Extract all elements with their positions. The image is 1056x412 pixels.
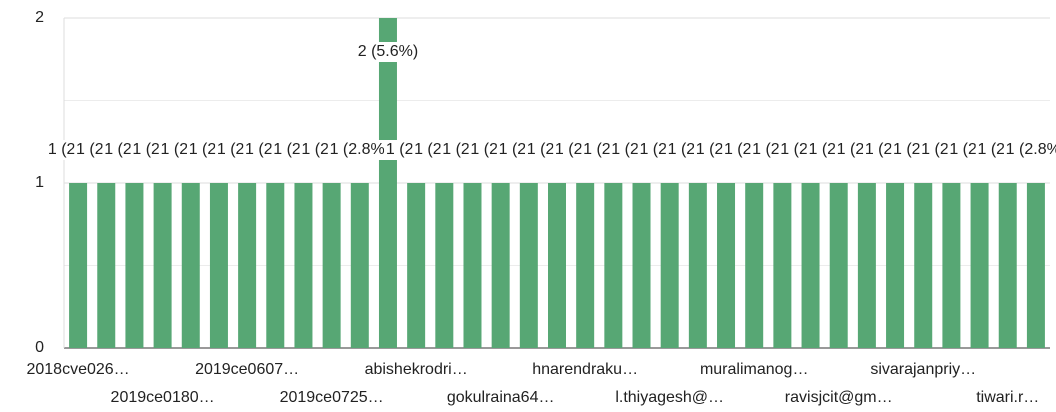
bar — [238, 183, 257, 348]
bar — [322, 183, 341, 348]
bar — [970, 183, 989, 348]
bar — [801, 183, 820, 348]
bar — [857, 183, 876, 348]
bar — [125, 183, 144, 348]
x-tick-label: muralimanog… — [700, 361, 808, 378]
bar — [294, 183, 313, 348]
bar — [717, 183, 736, 348]
data-label: 1 (2.8%) — [1006, 141, 1056, 158]
bar — [773, 183, 792, 348]
bar — [519, 183, 538, 348]
x-tick-label: ravisjcit@gm… — [785, 389, 893, 406]
bar — [181, 183, 200, 348]
bar — [435, 183, 454, 348]
x-tick-label: 2019ce0725… — [280, 389, 384, 406]
bar — [153, 183, 172, 348]
x-tick-label: sivarajanpriy… — [870, 361, 976, 378]
data-label: 2 (5.6%) — [358, 43, 418, 60]
bar — [886, 183, 905, 348]
label-bg — [343, 42, 432, 62]
bar — [378, 18, 397, 348]
bar — [463, 183, 482, 348]
bar — [407, 183, 426, 348]
x-tick-label: hnarendraku… — [532, 361, 638, 378]
x-tick-label: 2019ce0180… — [111, 389, 215, 406]
bar — [69, 183, 88, 348]
bar — [1026, 183, 1045, 348]
bar — [491, 183, 510, 348]
bar — [942, 183, 961, 348]
bar — [97, 183, 116, 348]
bar — [829, 183, 848, 348]
x-tick-label: 2018cve026… — [26, 361, 129, 378]
label-bg — [1003, 140, 1056, 160]
x-tick-label: l.thiyagesh@… — [615, 389, 724, 406]
y-tick-label: 0 — [35, 339, 44, 356]
bar — [998, 183, 1017, 348]
y-tick-label: 1 — [35, 174, 44, 191]
bar — [576, 183, 595, 348]
bar — [660, 183, 679, 348]
x-tick-label: abishekrodri… — [365, 361, 468, 378]
data-label: 1 (2.8%) — [330, 141, 390, 158]
y-tick-label: 2 — [35, 9, 44, 26]
x-tick-label: 2019ce0607… — [195, 361, 299, 378]
bar — [688, 183, 707, 348]
bar — [350, 183, 369, 348]
bar — [266, 183, 285, 348]
bar — [209, 183, 228, 348]
bar — [604, 183, 623, 348]
bar — [632, 183, 651, 348]
label-bg — [327, 140, 392, 160]
x-tick-label: gokulraina64… — [447, 389, 555, 406]
bar — [548, 183, 566, 348]
bar — [745, 183, 764, 348]
x-tick-label: tiwari.r… — [976, 389, 1039, 406]
bar — [914, 183, 933, 348]
